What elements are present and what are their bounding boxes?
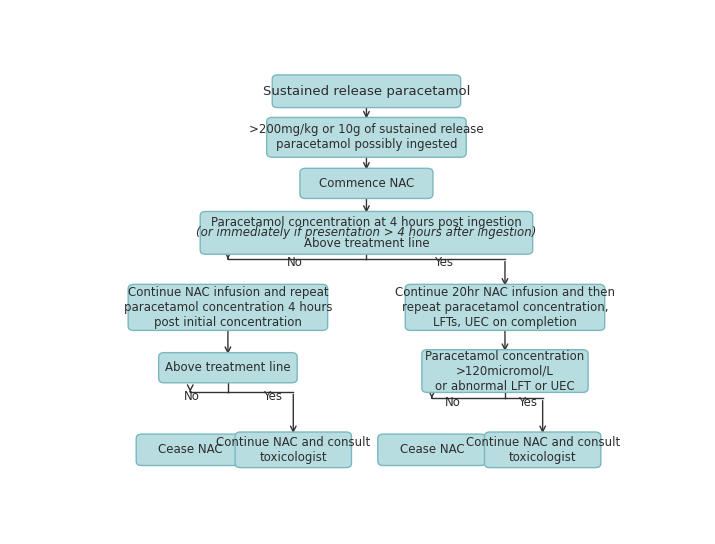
Text: >200mg/kg or 10g of sustained release
paracetamol possibly ingested: >200mg/kg or 10g of sustained release pa… (249, 123, 484, 151)
Text: Yes: Yes (518, 396, 537, 409)
FancyBboxPatch shape (267, 118, 466, 157)
Text: Above treatment line: Above treatment line (304, 237, 429, 250)
Text: No: No (184, 390, 199, 403)
FancyBboxPatch shape (200, 212, 533, 254)
Text: No: No (445, 396, 460, 409)
Text: Yes: Yes (262, 390, 282, 403)
Text: (or immediately if presentation > 4 hours after ingestion): (or immediately if presentation > 4 hour… (196, 226, 537, 239)
Text: Cease NAC: Cease NAC (158, 443, 222, 456)
Text: No: No (287, 256, 302, 269)
Text: Sustained release paracetamol: Sustained release paracetamol (262, 85, 470, 98)
Text: Yes: Yes (435, 256, 453, 269)
Text: Commence NAC: Commence NAC (319, 177, 414, 190)
FancyBboxPatch shape (235, 432, 352, 468)
FancyBboxPatch shape (272, 75, 460, 108)
FancyBboxPatch shape (378, 434, 486, 466)
Text: Continue NAC and consult
toxicologist: Continue NAC and consult toxicologist (216, 436, 370, 464)
FancyBboxPatch shape (128, 285, 327, 330)
Text: Above treatment line: Above treatment line (165, 361, 291, 374)
Text: Continue NAC and consult
toxicologist: Continue NAC and consult toxicologist (465, 436, 620, 464)
FancyBboxPatch shape (485, 432, 601, 468)
FancyBboxPatch shape (136, 434, 245, 466)
FancyBboxPatch shape (422, 350, 588, 392)
Text: Paracetamol concentration
>120micromol/L
or abnormal LFT or UEC: Paracetamol concentration >120micromol/L… (425, 350, 585, 393)
FancyBboxPatch shape (300, 168, 433, 199)
Text: Continue 20hr NAC infusion and then
repeat paracetamol concentration,
LFTs, UEC : Continue 20hr NAC infusion and then repe… (395, 286, 615, 329)
Text: Paracetamol concentration at 4 hours post ingestion: Paracetamol concentration at 4 hours pos… (211, 216, 522, 229)
FancyBboxPatch shape (159, 353, 297, 383)
FancyBboxPatch shape (405, 285, 605, 330)
Text: Continue NAC infusion and repeat
paracetamol concentration 4 hours
post initial : Continue NAC infusion and repeat paracet… (124, 286, 332, 329)
Text: Cease NAC: Cease NAC (400, 443, 464, 456)
